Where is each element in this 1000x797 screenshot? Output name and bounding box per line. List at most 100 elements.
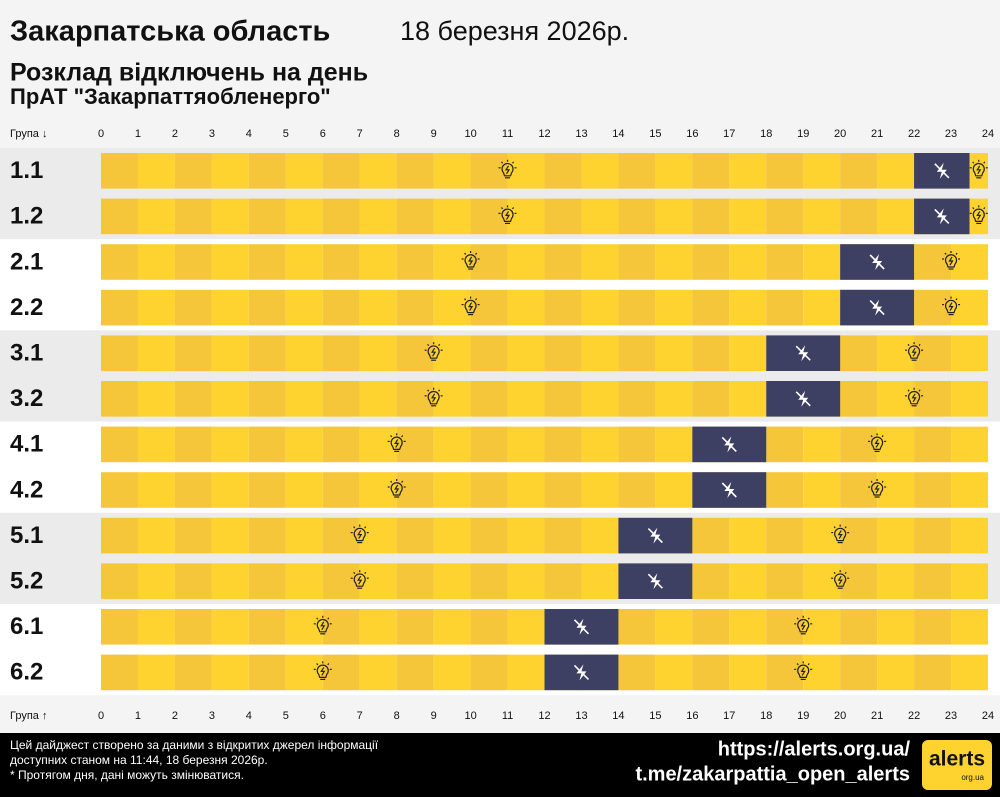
hour-cell — [507, 472, 545, 508]
hour-cell — [766, 654, 804, 691]
hour-cell — [803, 654, 841, 691]
hour-cell — [211, 609, 249, 645]
hour-cell — [174, 244, 212, 280]
x-tick-label: 10 — [464, 128, 476, 140]
hour-cell — [248, 153, 286, 189]
hour-cell — [544, 335, 582, 371]
x-tick-label: 21 — [871, 128, 883, 140]
bulb — [908, 345, 921, 359]
ray — [870, 435, 873, 438]
hour-cell — [359, 563, 397, 599]
hour-cell — [840, 654, 878, 691]
slash — [795, 391, 811, 407]
logo — [922, 740, 992, 790]
hour-cell — [248, 654, 286, 691]
ray — [918, 343, 921, 347]
hour-cell — [877, 198, 915, 235]
bulb — [834, 527, 847, 542]
hour-cell — [101, 198, 138, 235]
hour-cell — [655, 472, 693, 508]
hour-cell — [359, 517, 397, 554]
off-icon — [869, 299, 885, 316]
hour-cell — [766, 517, 804, 554]
footer-link[interactable]: t.me/zakarpattia_open_alerts — [635, 763, 910, 785]
hour-cell — [655, 289, 693, 326]
slash — [573, 619, 590, 635]
hour-cell — [359, 472, 397, 508]
hour-cell — [544, 289, 582, 326]
hour-cell — [729, 289, 767, 326]
hour-cell — [248, 609, 286, 645]
hour-cell — [285, 153, 323, 189]
x-tick-label: 8 — [394, 128, 400, 140]
hour-cell — [248, 381, 286, 417]
ray — [401, 480, 404, 483]
ray — [796, 663, 799, 666]
on-icon — [794, 661, 813, 681]
hour-cell — [766, 244, 804, 280]
x-tick-label: 0 — [98, 710, 104, 722]
hour-cell — [433, 198, 471, 235]
hour-cell — [396, 244, 434, 280]
hour-cell — [951, 335, 988, 371]
hour-cell — [840, 198, 878, 235]
ray — [401, 435, 404, 438]
off-icon — [869, 254, 885, 270]
hour-cell — [359, 289, 397, 326]
bulb — [944, 299, 958, 314]
bolt — [948, 302, 954, 311]
hour-cell — [877, 153, 915, 189]
x-tick-label: 15 — [649, 710, 661, 722]
hour-cell — [285, 244, 323, 280]
hour-cell — [211, 244, 249, 280]
hour-cell — [729, 153, 767, 189]
hour-cell — [507, 289, 545, 326]
hour-cell — [174, 426, 212, 463]
hour-cell — [396, 153, 434, 189]
ray — [881, 435, 884, 438]
ray — [475, 298, 478, 301]
hour-cell — [322, 517, 360, 554]
hour-cell — [137, 563, 175, 599]
on-icon — [424, 387, 443, 407]
bulb — [797, 618, 810, 633]
ray — [870, 480, 873, 483]
hour-cell — [433, 654, 471, 691]
bolt — [837, 575, 843, 585]
hour-cell — [655, 381, 693, 417]
hour-cell — [322, 426, 360, 463]
hour-cell — [211, 472, 249, 508]
hour-cell — [840, 381, 878, 417]
ray — [907, 389, 910, 392]
hour-cell — [655, 426, 693, 463]
on-icon — [831, 570, 850, 589]
hour-cell — [729, 654, 767, 691]
hour-cell — [803, 472, 841, 508]
bolt — [976, 211, 982, 220]
hour-cell — [655, 198, 693, 235]
bolt — [874, 484, 880, 494]
ray — [983, 207, 986, 210]
footer-link[interactable]: https://alerts.org.ua/ — [718, 738, 911, 760]
bolt — [911, 347, 917, 357]
bulb — [427, 390, 440, 405]
on-icon — [424, 342, 443, 361]
hour-cell — [914, 381, 952, 417]
hour-cell — [914, 426, 952, 463]
slash — [934, 208, 950, 224]
bolt — [357, 575, 363, 585]
row-label: 2.2 — [10, 294, 43, 321]
hour-cell — [655, 335, 693, 371]
ray — [316, 617, 319, 620]
slash — [647, 528, 663, 544]
hour-cell — [211, 381, 249, 417]
hour-cell — [581, 289, 619, 326]
x-tick-label: 1 — [135, 710, 141, 722]
row-label: 1.1 — [10, 157, 43, 184]
hour-cell — [618, 244, 656, 280]
hour-cell — [877, 563, 915, 599]
x-tick-label: 12 — [538, 710, 550, 722]
hour-cell — [766, 609, 804, 645]
hour-cell — [692, 563, 730, 599]
hour-cell — [322, 198, 360, 235]
